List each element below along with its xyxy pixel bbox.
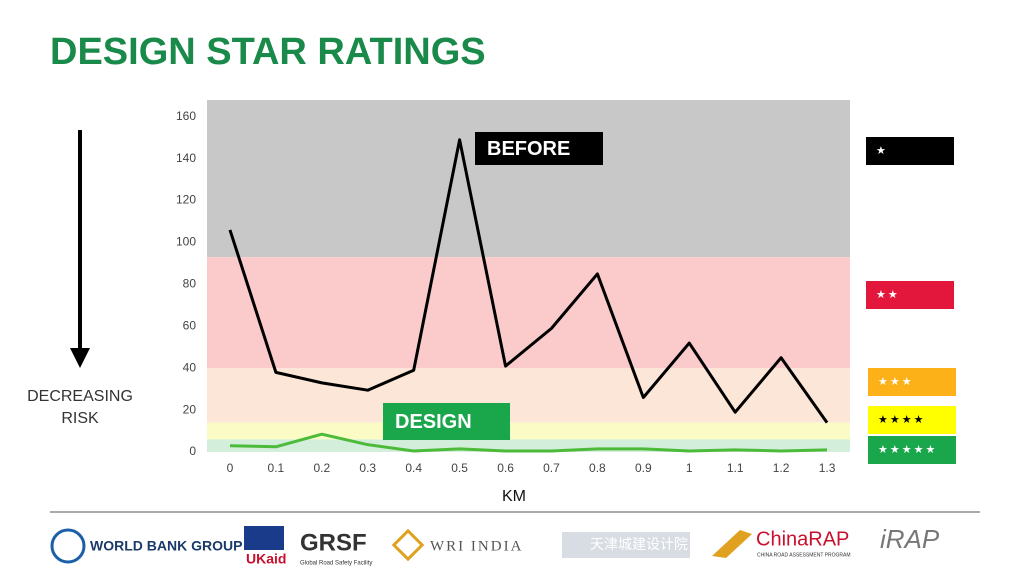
risk-band: [207, 257, 850, 369]
x-tick-label: 0.7: [543, 461, 560, 475]
risk-band: [207, 439, 850, 452]
logo: WORLD BANK GROUP: [90, 538, 242, 554]
star-box: [868, 436, 956, 464]
x-tick-label: 1.3: [819, 461, 836, 475]
series-label: BEFORE: [487, 138, 570, 160]
x-tick-label: 0.8: [589, 461, 606, 475]
risk-band: [207, 100, 850, 258]
logo: iRAP: [880, 524, 940, 554]
y-tick-label: 160: [176, 109, 196, 123]
x-tick-label: 0.2: [313, 461, 330, 475]
star-box: [866, 137, 954, 165]
series-line: [228, 138, 829, 424]
x-tick-label: 0.4: [405, 461, 422, 475]
star-box: [868, 368, 956, 396]
logo-bg: [562, 532, 690, 558]
logo-icon: [244, 526, 284, 550]
series-label-box: [475, 132, 603, 165]
y-tick-label: 120: [176, 193, 196, 207]
star-label: ★★★★★: [878, 444, 937, 456]
slide-title: DESIGN STAR RATINGS: [50, 31, 486, 73]
star-box: [868, 406, 956, 434]
logo-icon: [391, 528, 425, 562]
risk-band: [207, 422, 850, 440]
star-box: [866, 281, 954, 309]
y-axis-label: DECREASING RISK: [27, 388, 133, 427]
x-tick-label: 0.1: [268, 461, 285, 475]
y-tick-label: 140: [176, 151, 196, 165]
series-label: DESIGN: [395, 411, 472, 433]
y-tick-label: 80: [183, 277, 197, 291]
logo: ChinaRAP: [756, 528, 849, 550]
star-label: ★★★: [878, 376, 914, 388]
x-tick-label: 1.2: [773, 461, 790, 475]
y-tick-label: 20: [183, 402, 197, 416]
logo: CHINA ROAD ASSESSMENT PROGRAM: [757, 552, 851, 558]
logo-icon: [712, 530, 752, 558]
series-line: [229, 432, 828, 453]
x-tick-label: 1.1: [727, 461, 744, 475]
logo: WRI INDIA: [430, 538, 523, 554]
star-label: ★: [876, 145, 888, 157]
logo: GRSF: [300, 529, 367, 556]
x-tick-label: 0.5: [451, 461, 468, 475]
series-label-box: [383, 403, 510, 440]
x-tick-label: 0.9: [635, 461, 652, 475]
star-label: ★★★★: [878, 414, 925, 426]
y-tick-label: 100: [176, 235, 196, 249]
x-tick-label: 0.3: [359, 461, 376, 475]
x-axis-label: KM: [502, 488, 526, 505]
logo: 天津城建设计院: [590, 537, 688, 553]
logos: WORLD BANK GROUP UKaid GRSF Global Road …: [50, 524, 940, 567]
y-tick-label: 40: [183, 360, 197, 374]
logo-icon: [50, 528, 86, 564]
x-tick-label: 0: [227, 461, 234, 475]
x-tick-label: 1: [686, 461, 693, 475]
y-tick-label: 0: [189, 444, 196, 458]
y-tick-label: 60: [183, 318, 197, 332]
logo: Global Road Safety Facility: [300, 561, 372, 567]
logo: UKaid: [246, 551, 286, 567]
risk-arrowhead: [70, 348, 90, 368]
star-label: ★★: [876, 289, 900, 301]
x-tick-label: 0.6: [497, 461, 514, 475]
risk-band: [207, 368, 850, 423]
